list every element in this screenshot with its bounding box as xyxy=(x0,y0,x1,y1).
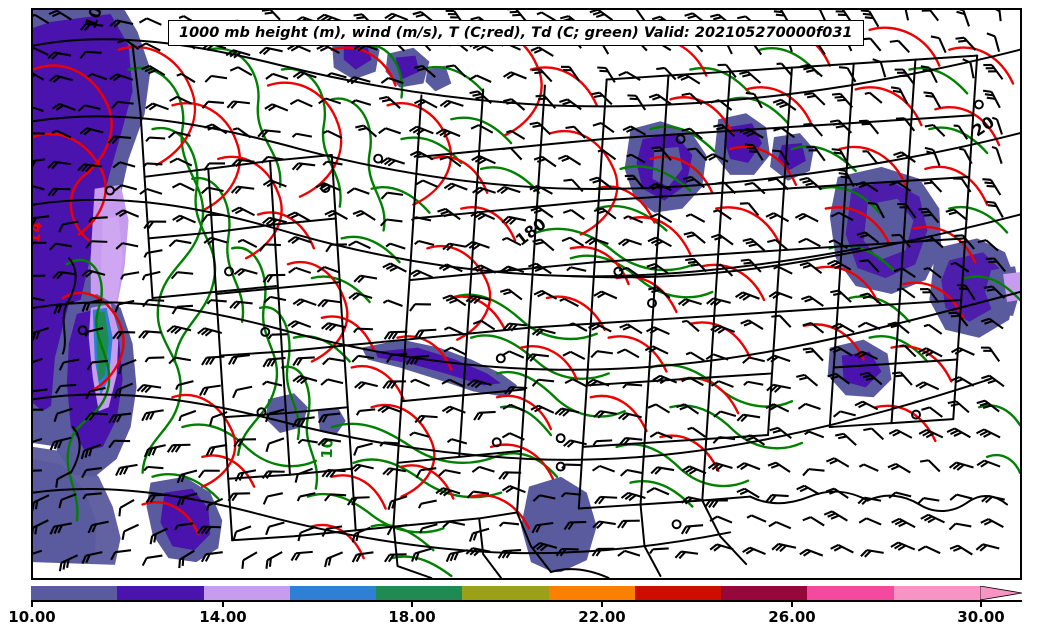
colorbar-extend-arrow xyxy=(980,586,1022,600)
colorbar-segment xyxy=(289,586,377,600)
colorbar-segment xyxy=(548,586,635,600)
colorbar-tick xyxy=(980,600,982,607)
colorbar-segment xyxy=(893,586,980,600)
temperature-label-14: 14 xyxy=(33,220,46,245)
colorbar-tick xyxy=(791,600,793,607)
colorbar-segment xyxy=(721,586,808,600)
colorbar-tick-label: 30.00 xyxy=(957,608,1005,626)
colorbar-tick-label: 26.00 xyxy=(768,608,816,626)
dewpoint-label-10: 10 xyxy=(318,438,337,459)
colorbar: 10.00 14.00 18.00 22.00 26.00 30.00 xyxy=(0,584,1037,632)
colorbar-axis-line xyxy=(31,600,1022,602)
map-canvas: 180 14 10 10 20 xyxy=(33,10,1020,578)
colorbar-tick xyxy=(222,600,224,607)
colorbar-segment xyxy=(807,586,894,600)
colorbar-segment xyxy=(462,586,549,600)
height-contours-and-borders xyxy=(33,38,1020,578)
plot-title-box: 1000 mb height (m), wind (m/s), T (C;red… xyxy=(168,20,864,46)
colorbar-tick-label: 10.00 xyxy=(8,608,56,626)
map-panel: 180 14 10 10 20 1000 mb height (m), wind… xyxy=(31,8,1022,580)
colorbar-tick-label: 22.00 xyxy=(578,608,626,626)
colorbar-segment xyxy=(117,586,204,600)
colorbar-segment xyxy=(31,586,118,600)
colorbar-tick-label: 18.00 xyxy=(388,608,436,626)
colorbar-tick xyxy=(31,600,33,607)
colorbar-segment xyxy=(376,586,463,600)
colorbar-tick-label: 14.00 xyxy=(199,608,247,626)
plot-title: 1000 mb height (m), wind (m/s), T (C;red… xyxy=(179,25,853,41)
colorbar-segment xyxy=(634,586,722,600)
colorbar-segment xyxy=(203,586,290,600)
colorbar-tick xyxy=(411,600,413,607)
colorbar-strip xyxy=(31,586,980,600)
colorbar-tick xyxy=(601,600,603,607)
